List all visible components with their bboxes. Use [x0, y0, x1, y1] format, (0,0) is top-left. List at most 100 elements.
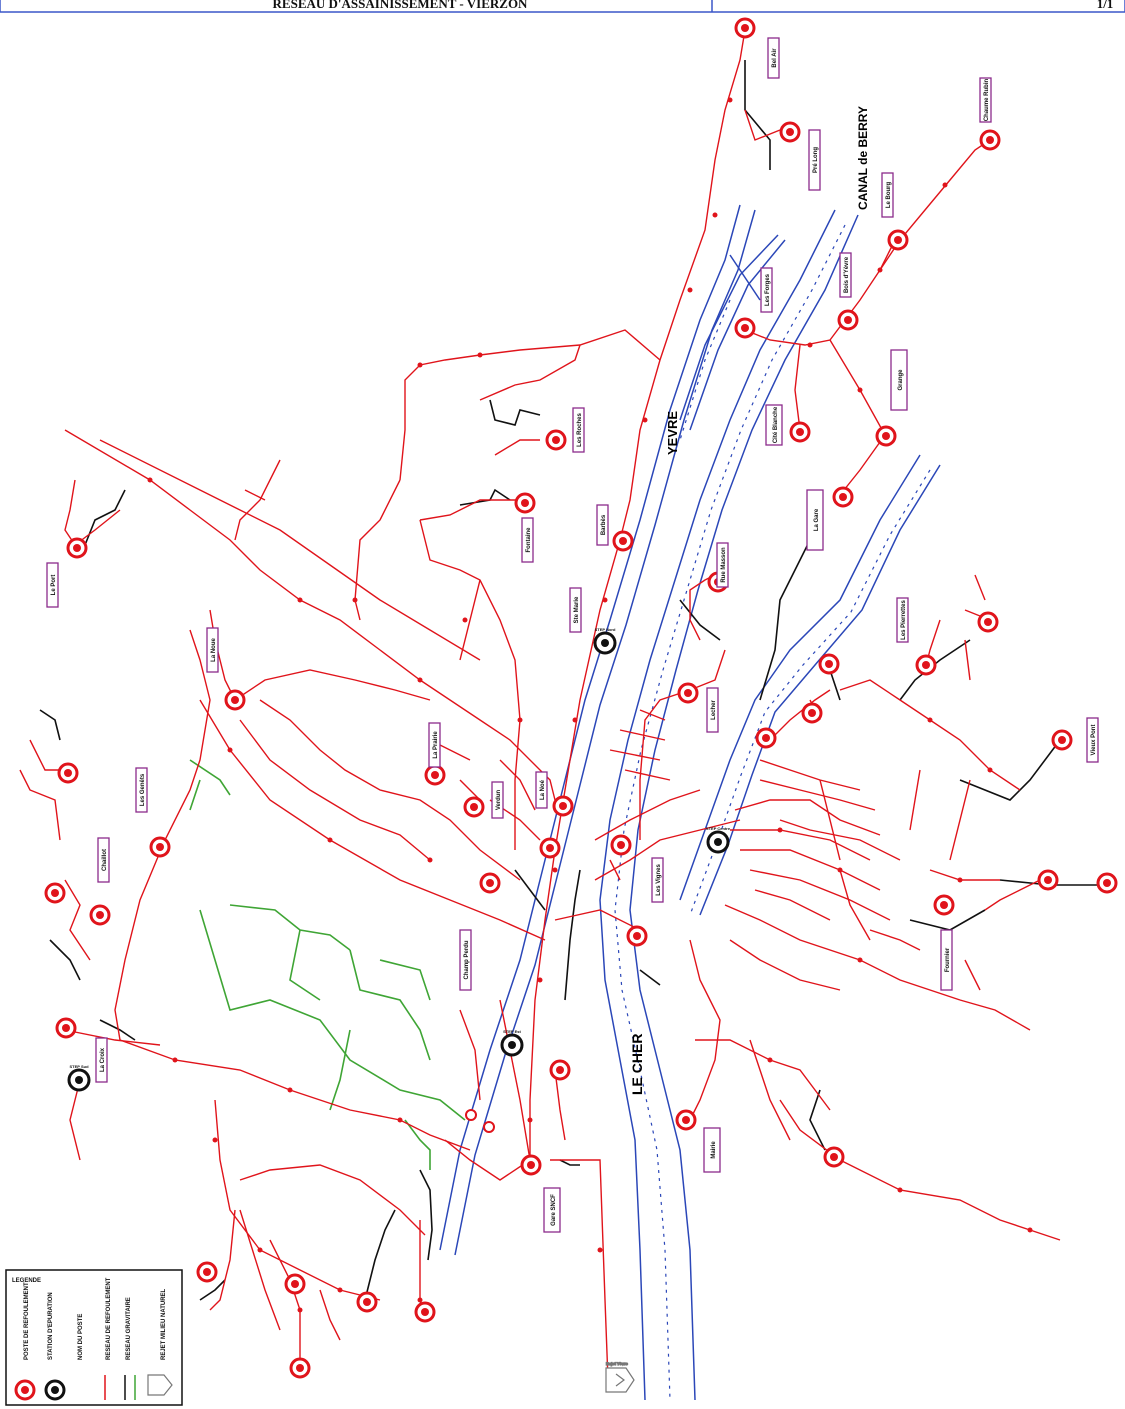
pump-station-icon [675, 1109, 697, 1131]
pump-station-icon [57, 762, 79, 784]
place-label: Chaillot [102, 849, 108, 871]
green-network [189, 759, 466, 1170]
gravity-network [39, 60, 1100, 1301]
pump-station-icon [196, 1261, 218, 1283]
pump-station-icon [610, 834, 632, 856]
pump-station-icon [465, 1109, 477, 1121]
place-label: Les Vignes [656, 864, 662, 896]
pump-station-icon [552, 795, 574, 817]
place-label: Les Roches [577, 413, 583, 447]
place-label: Grange [898, 369, 904, 391]
place-label: Chaume Rubin [984, 79, 990, 122]
outlet-icon: Rejet Yèvre [605, 1360, 635, 1393]
pump-station-icon [933, 894, 955, 916]
treatment-plant-icon: STEP Sud [67, 1064, 91, 1092]
place-label: Le Port [51, 575, 57, 596]
treatment-plant-icon: STEP Nord [593, 627, 617, 655]
pump-station-icon [224, 689, 246, 711]
pump-station-icon [612, 530, 634, 552]
place-label: Les Genêts [140, 773, 146, 806]
pump-station-icon [823, 1146, 845, 1168]
pump-station-icon [626, 925, 648, 947]
pump-station-icon [545, 429, 567, 451]
svg-text:STEP Nord: STEP Nord [595, 627, 616, 632]
flow-arrows [147, 97, 1033, 1313]
treatment-plants[interactable]: STEP Nord STEP Centre STEP Est STEP Sud [67, 627, 731, 1092]
svg-text:STEP Sud: STEP Sud [69, 1064, 89, 1069]
treatment-plant-icon: STEP Centre [706, 826, 731, 854]
svg-text:Rejet Yèvre: Rejet Yèvre [606, 1361, 628, 1366]
svg-text:STEP Centre: STEP Centre [706, 826, 731, 831]
place-label: Les Forges [765, 273, 771, 306]
pump-station-icon [801, 702, 823, 724]
pump-station-icon [837, 309, 859, 331]
pump-station-icon [818, 653, 840, 675]
pump-station-icon [915, 654, 937, 676]
place-labels: Bel Air Pré Long Chaume Rubin Le Bourg B… [46, 37, 1099, 1233]
place-label: Rue Masson [721, 547, 727, 583]
label-yevre: YEVRE [665, 411, 680, 455]
svg-text:NOM DU POSTE: NOM DU POSTE [78, 1314, 84, 1360]
pump-station-icon [514, 492, 536, 514]
canal-bank-right [629, 214, 859, 1401]
place-label: La Gare [814, 508, 820, 531]
place-label: Verdun [496, 789, 502, 810]
map-title: RÉSEAU D'ASSAINISSEMENT - VIERZON [273, 0, 529, 11]
place-label: Cité Blanche [773, 406, 779, 443]
place-label: Le Bourg [886, 182, 892, 209]
river-dashes [614, 224, 931, 1401]
treatment-plant-icon: STEP Est [500, 1029, 524, 1057]
place-label: Fournier [945, 947, 951, 972]
place-label: Les Pierrettes [901, 600, 907, 640]
place-label: Ste Marie [574, 596, 580, 623]
pump-station-icon [1051, 729, 1073, 751]
pump-stations[interactable] [44, 17, 1118, 1379]
pump-station-icon [284, 1273, 306, 1295]
page-marker: 1/1 [1097, 0, 1114, 11]
place-label: Gare SNCF [551, 1194, 557, 1226]
waterways [439, 204, 941, 1401]
pump-station-icon [977, 611, 999, 633]
legend-outlet-icon [147, 1374, 173, 1396]
pump-station-icon [832, 486, 854, 508]
pump-station-icon [149, 836, 171, 858]
map-legend: LEGENDE POSTE DE REFOULEMENT STATION D'E… [5, 1269, 183, 1406]
place-label: Lecher [711, 700, 717, 720]
pump-station-icon [755, 727, 777, 749]
pump-station-icon [289, 1357, 311, 1379]
pump-station-icon [734, 317, 756, 339]
legend-pump-station-icon [14, 1379, 36, 1401]
legend-station-treatment-icon [44, 1379, 66, 1401]
place-label: Mairie [711, 1141, 717, 1159]
outlets: Rejet Yèvre [605, 1360, 635, 1393]
pump-station-icon [44, 882, 66, 904]
pump-station-icon [979, 129, 1001, 151]
pump-station-icon [734, 17, 756, 39]
place-label: La Prairie [433, 731, 439, 759]
place-label: La Noue [211, 638, 217, 662]
label-canal: CANAL de BERRY [856, 106, 870, 210]
canal-bank-left [599, 209, 836, 1401]
svg-text:RESEAU GRAVITAIRE: RESEAU GRAVITAIRE [126, 1297, 132, 1360]
place-label: Pré Long [813, 147, 819, 173]
svg-text:POSTE DE REFOULEMENT: POSTE DE REFOULEMENT [24, 1282, 30, 1360]
svg-text:STATION D'EPURATION: STATION D'EPURATION [48, 1292, 54, 1360]
pump-station-icon [539, 837, 561, 859]
place-label: Bois d'Yèvre [844, 256, 850, 293]
label-cher: LE CHER [629, 1034, 645, 1095]
pump-station-icon [483, 1121, 495, 1133]
pump-station-icon [89, 904, 111, 926]
sewer-network [19, 29, 1061, 1381]
place-label: Bel Air [772, 48, 778, 68]
pump-station-icon [887, 229, 909, 251]
place-label: Champ Perdu [464, 940, 470, 979]
pump-station-icon [779, 121, 801, 143]
place-label: La Noé [540, 779, 546, 800]
pump-station-icon [1037, 869, 1059, 891]
legend-title: LEGENDE [12, 1278, 41, 1284]
pump-station-icon [414, 1301, 436, 1323]
pump-station-icon [66, 537, 88, 559]
svg-text:REJET MILIEU NATUREL: REJET MILIEU NATUREL [161, 1288, 167, 1360]
pump-station-icon [424, 764, 446, 786]
